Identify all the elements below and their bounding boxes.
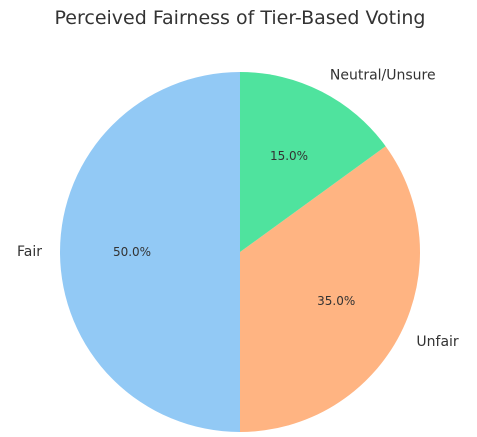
- slice-unfair: [240, 146, 420, 432]
- label-unfair: Unfair: [416, 334, 459, 350]
- label-neutral-unsure: Neutral/Unsure: [330, 68, 436, 84]
- chart-title: Perceived Fairness of Tier-Based Voting: [55, 7, 426, 29]
- slice-neutral-unsure: [240, 72, 386, 252]
- percent-fair: 50.0%: [113, 245, 151, 259]
- percent-neutral-unsure: 15.0%: [270, 149, 308, 163]
- pie-slices: [60, 72, 420, 432]
- percent-unfair: 35.0%: [317, 294, 355, 308]
- slice-fair: [60, 72, 240, 432]
- label-fair: Fair: [17, 244, 42, 260]
- pie-labels: Fair 50.0% Unfair 35.0% Neutral/Unsure 15.0%: [17, 68, 459, 350]
